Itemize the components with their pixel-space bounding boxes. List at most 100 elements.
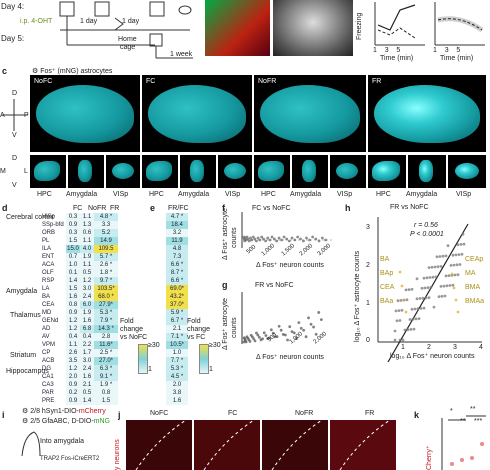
scatter-point xyxy=(277,324,281,328)
region-name: ACB xyxy=(42,358,55,364)
table-row: 7.3 xyxy=(166,253,188,261)
heatmap-cell: 1.9 * xyxy=(94,381,118,389)
scatter-point xyxy=(264,239,268,243)
table-row: 37.0* xyxy=(166,301,188,309)
scatter-point xyxy=(311,235,315,239)
scatter-point xyxy=(408,318,412,321)
heatmap-cell: 109.5 xyxy=(94,245,118,253)
scatter-point xyxy=(451,253,455,257)
freezing-axis-label: Freezing xyxy=(356,12,363,40)
panel-e-heatmap: 4.7 * 18.4 3.2 11.9 4.8 7.3 6.6 * 8.7 * 6.6 * 69.… xyxy=(166,213,188,405)
table-row: AD 1.2 6.8 14.3 * xyxy=(42,325,118,333)
scatter-point xyxy=(292,331,296,335)
ip-label: i.p. 4-OHT xyxy=(20,18,53,25)
panel-h-p: P < 0.0001 xyxy=(410,231,444,238)
table-row: ENT 0.7 1.9 5.7 * xyxy=(42,253,118,261)
scatter-point xyxy=(427,266,431,269)
compass-1-d: D xyxy=(12,90,18,97)
heatmap-cell: 6.8 xyxy=(80,325,94,333)
brain-section-image-1 xyxy=(205,0,270,56)
heatmap-cell: 11.9 xyxy=(166,237,188,245)
panel-d-heatmap: VISp 0.3 1.1 4.8 * SSp-bfd 0.9 1.3 3.3 ORB 0.3 0.6… xyxy=(42,213,118,405)
heatmap-cell: 6.7 * xyxy=(166,317,188,325)
heatmap-cell: 4.8 xyxy=(166,245,188,253)
heatmap-cell: 8.7 * xyxy=(166,269,188,277)
heatmap-cell: 7.3 xyxy=(166,253,188,261)
scatter-point xyxy=(462,242,466,246)
panel-j-letter: j xyxy=(118,410,121,420)
panel-h-ylabel: log₁₀ Δ Fos⁺ astrocyte counts xyxy=(354,250,361,342)
scatter-point xyxy=(432,305,436,309)
scatter-point xyxy=(444,254,448,258)
scatter-point xyxy=(421,296,425,300)
scatter-point xyxy=(262,331,266,335)
scatter-point xyxy=(450,272,454,276)
heatmap-cell: 5.3 * xyxy=(166,365,188,373)
heatmap-cell: 2.6 xyxy=(66,349,80,357)
heatmap-cell: 1.9 xyxy=(80,253,94,261)
scatter-point xyxy=(295,337,298,340)
scatter-point xyxy=(297,321,301,325)
scatter-point xyxy=(271,331,275,335)
heatmap-cell: 5.2 xyxy=(94,229,118,237)
heatmap-cell: 9.1 * xyxy=(94,373,118,381)
panel-f-ylabel: Δ Fos⁺ astrocyte xyxy=(222,208,229,260)
heatmap-cell: 1.4 xyxy=(66,277,80,285)
region-name: CEA xyxy=(42,302,55,308)
region-name: ACA xyxy=(42,262,55,268)
scatter-point xyxy=(260,235,264,239)
panel-i-line3: Into amygdala xyxy=(40,438,84,445)
panel-d-letter: d xyxy=(2,203,8,213)
scatter-point xyxy=(268,336,271,340)
scatter-point xyxy=(248,340,252,343)
region-name: AV xyxy=(42,334,50,340)
heatmap-cell: 6.6 * xyxy=(166,261,188,269)
scatter-point xyxy=(268,238,272,242)
scatter-point xyxy=(407,288,411,291)
scatter-point xyxy=(417,317,421,320)
scatter-point xyxy=(269,328,273,332)
heatmap-cell: 2.1 xyxy=(80,381,94,389)
table-row: SSp-bfd 0.9 1.3 3.3 xyxy=(42,221,118,229)
scatter-point xyxy=(452,286,456,290)
scatter-point xyxy=(304,335,308,339)
heatmap-cell: 1.0 xyxy=(66,261,80,269)
heatmap-cell: 6.0 xyxy=(80,301,94,309)
heatmap-cell: 3.0 xyxy=(80,285,94,293)
panel-f-xlabel: Δ Fos⁺ neuron counts xyxy=(256,262,324,269)
scatter-point xyxy=(451,283,455,287)
region-name: CA1 xyxy=(42,374,54,380)
heatmap-cell: 3.5 xyxy=(66,357,80,365)
panel-f-title: FC vs NoFC xyxy=(252,205,291,212)
table-row: ACA 1.0 1.1 2.6 * xyxy=(42,261,118,269)
panel-g-ylabel-2: counts xyxy=(231,317,238,338)
scatter-point xyxy=(314,237,318,241)
scatter-point xyxy=(439,265,443,268)
heatmap-cell: 0.9 xyxy=(66,397,80,405)
heatmap-cell: 1.5 xyxy=(94,397,118,405)
scatter-point xyxy=(279,328,283,332)
table-row: CA3 0.9 2.1 1.9 * xyxy=(42,381,118,389)
region-name: AD xyxy=(42,326,51,332)
brain-fr: FR xyxy=(368,75,486,152)
panel-h-title: FR vs NoFC xyxy=(390,204,429,211)
scatter-point xyxy=(440,294,444,298)
heatmap-cell: 1.9 xyxy=(80,309,94,317)
scatter-point xyxy=(281,333,285,336)
panel-g-letter: g xyxy=(222,280,228,290)
scatter-point xyxy=(400,284,404,288)
scatter-point xyxy=(257,335,261,339)
scatter-point xyxy=(312,325,315,329)
heatmap-cell: 18.4 xyxy=(166,221,188,229)
heatmap-cell: 1.4 xyxy=(80,397,94,405)
scatter-point xyxy=(272,237,276,241)
region-name: BA xyxy=(42,294,51,300)
compass-2-v: V xyxy=(12,182,17,189)
scatter-point xyxy=(458,263,462,266)
home-cage-label-1: Home xyxy=(118,36,137,43)
panel-c-legend: ⚙ Fos⁺ (mNG) astrocytes xyxy=(32,68,113,75)
region-name: ORB xyxy=(42,230,56,236)
scatter-point xyxy=(431,275,435,279)
home-cage-label-2: cage xyxy=(120,44,136,51)
scatter-point xyxy=(283,333,287,337)
